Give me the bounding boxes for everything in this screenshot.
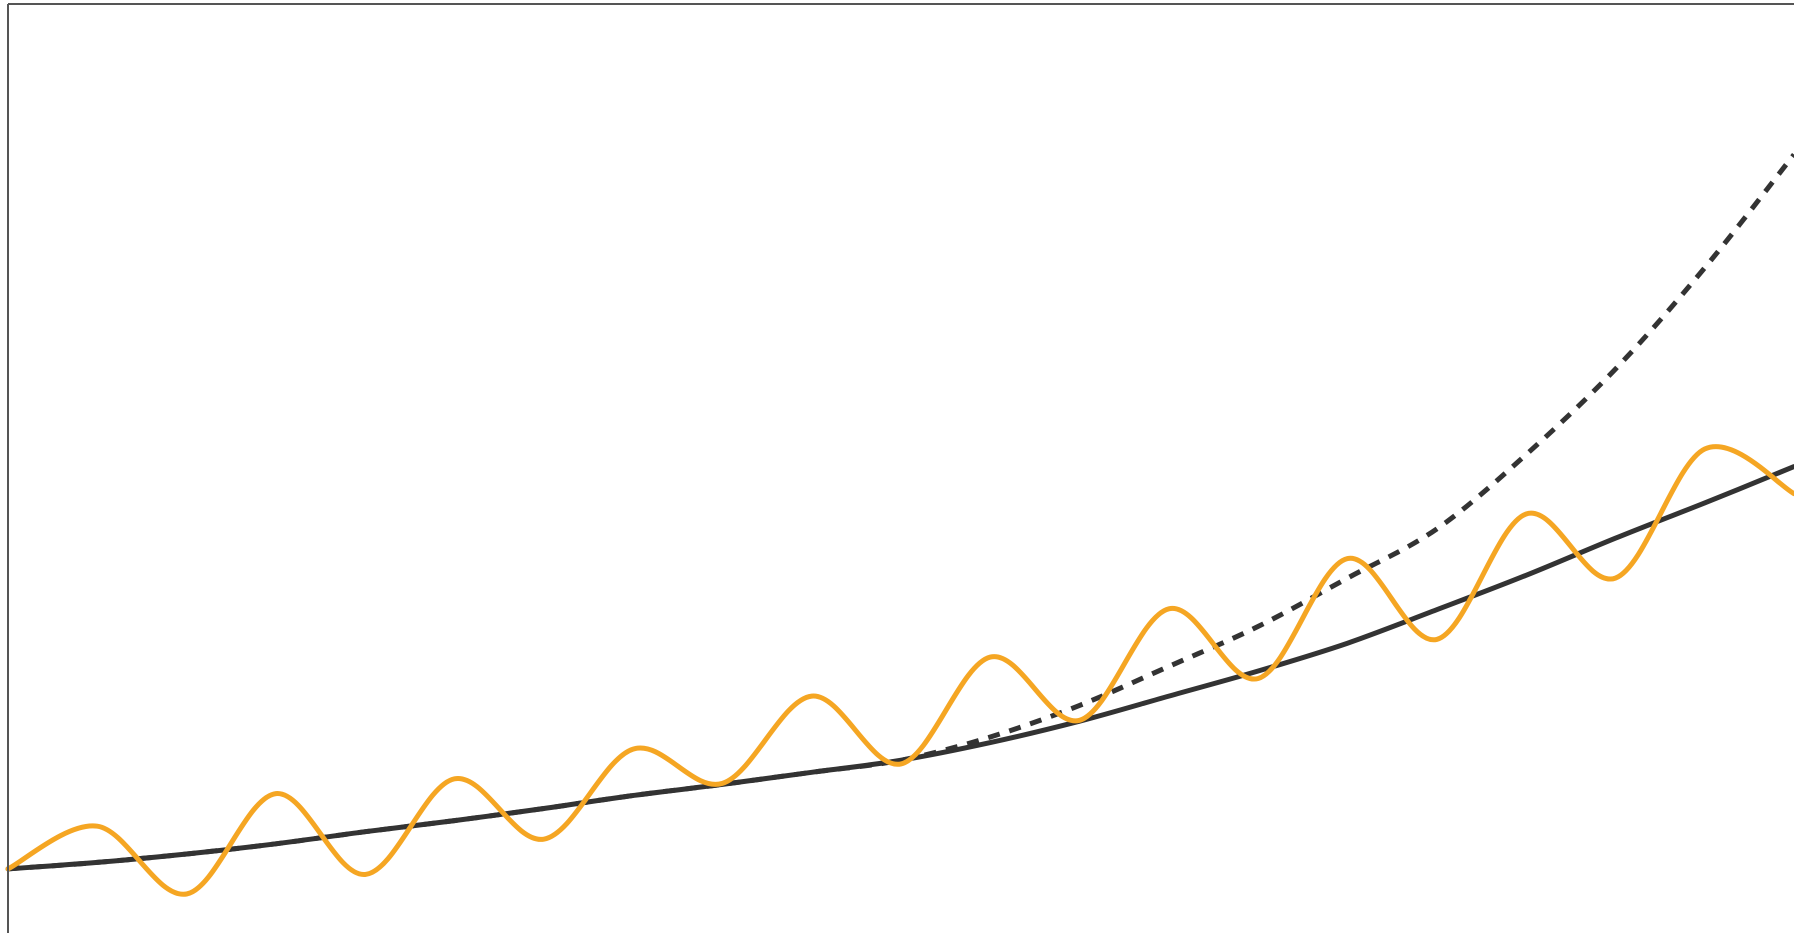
series-line-2: [7, 152, 1794, 872]
plot-area: [8, 4, 1794, 933]
series-line-3: [5, 444, 1794, 897]
series-layer: [5, 152, 1794, 897]
